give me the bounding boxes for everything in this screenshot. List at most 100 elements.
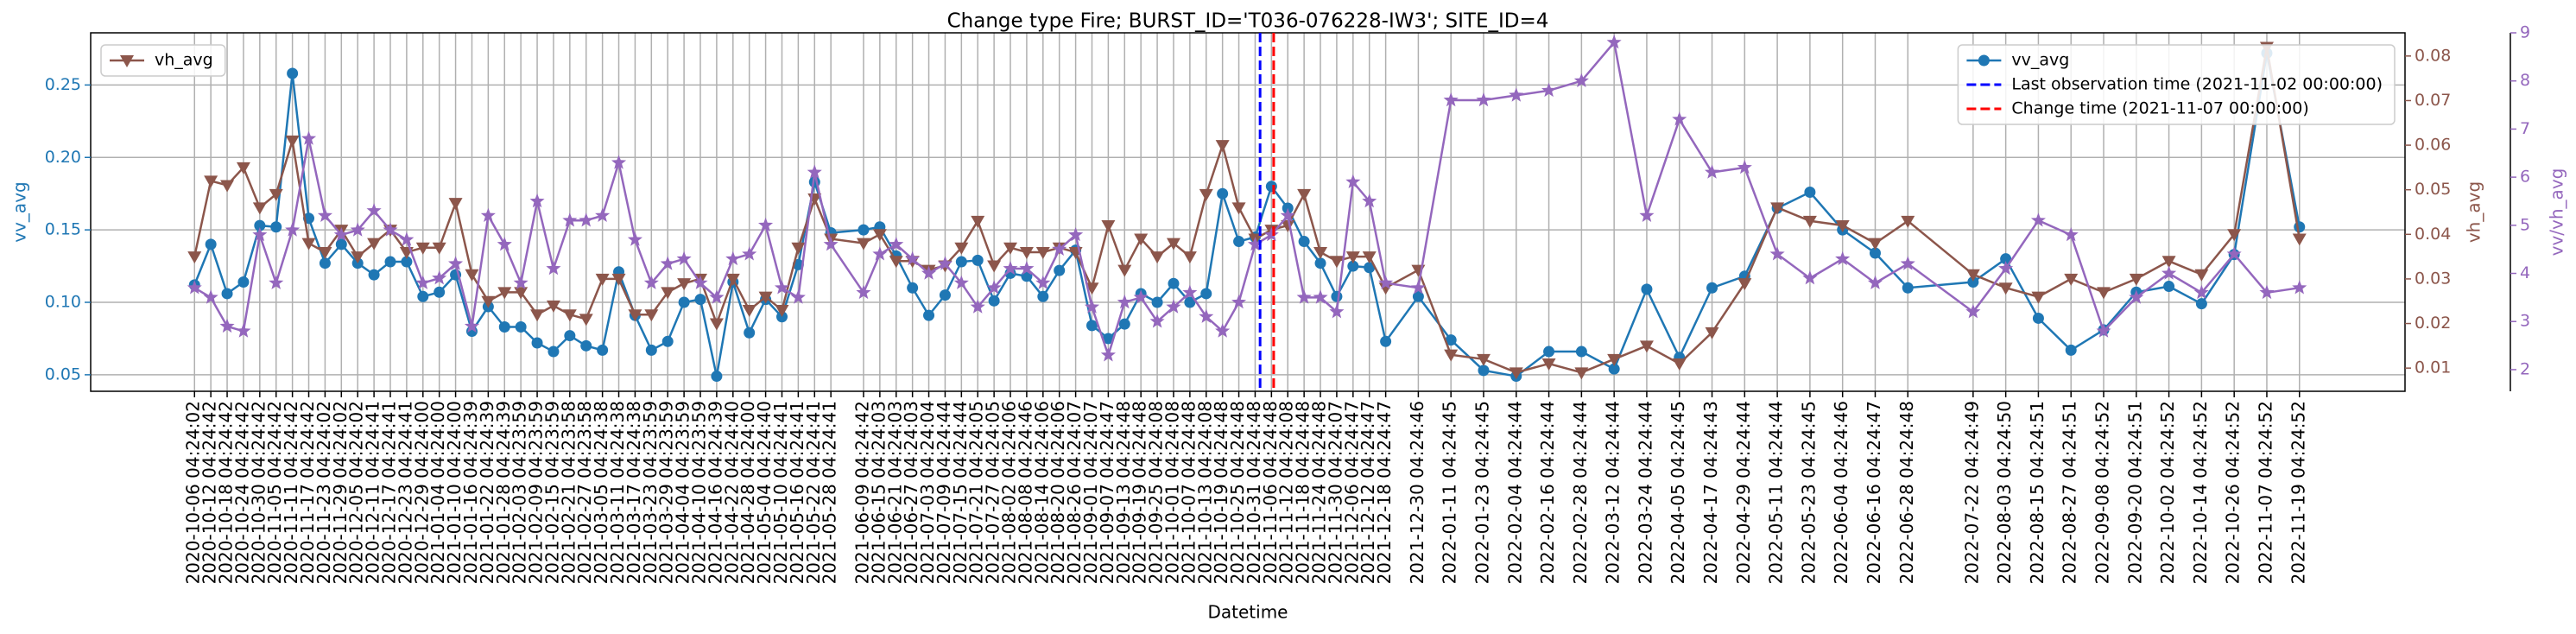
point (287, 67, 299, 79)
point (1541, 82, 1557, 98)
point (791, 242, 806, 255)
point (1003, 261, 1018, 276)
point (564, 330, 576, 342)
x-tick-label: 2021-10-07 04:24:48 (1178, 401, 1199, 584)
point (872, 246, 888, 261)
legend-marker (1978, 54, 1990, 67)
point (318, 246, 332, 259)
point (1965, 269, 1980, 282)
y2-tick-label: 0.05 (2415, 180, 2451, 199)
x-tick-label: 2022-07-22 04:24:49 (1961, 401, 1982, 584)
point (1019, 261, 1035, 276)
point (1444, 349, 1459, 362)
x-tick-label: 2020-11-17 04:24:42 (297, 401, 318, 584)
point (1509, 87, 1524, 102)
point (1476, 353, 1491, 366)
legend-label: vh_avg (155, 51, 213, 70)
point (497, 237, 512, 251)
x-tick-label: 2021-04-10 04:23:59 (689, 401, 710, 584)
y2-tick-label: 0.02 (2415, 314, 2451, 333)
x-tick-label: 2021-01-04 04:24:00 (427, 401, 448, 584)
x-tick-label: 2021-08-14 04:24:06 (1031, 401, 1052, 584)
point (742, 305, 756, 318)
point (464, 318, 479, 333)
x-tick-label: 2021-04-04 04:23:59 (673, 401, 693, 584)
point (1835, 250, 1851, 266)
x-tick-label: 2021-12-06 04:24:47 (1341, 401, 1362, 584)
y3-tick-label: 2 (2520, 359, 2530, 378)
point (1478, 365, 1490, 377)
point (1998, 261, 2014, 276)
point (677, 278, 692, 291)
point (1802, 215, 1817, 228)
point (627, 231, 642, 246)
point (187, 280, 202, 295)
x-tick-label: 2021-08-26 04:24:07 (1064, 401, 1085, 584)
y2-tick-label: 0.04 (2415, 225, 2451, 244)
point (546, 261, 561, 276)
x-tick-label: 2020-12-23 04:24:41 (395, 401, 415, 584)
x-tick-label: 2022-11-19 04:24:52 (2288, 401, 2308, 584)
point (988, 295, 1000, 307)
x-tick-label: 2022-01-23 04:24:45 (1472, 401, 1492, 584)
x-tick-label: 2022-03-12 04:24:44 (1603, 401, 1623, 584)
point (515, 321, 527, 333)
point (1639, 340, 1654, 353)
point (1199, 308, 1214, 323)
x-tick-label: 2021-08-08 04:24:46 (1015, 401, 1035, 584)
x-tick-label: 2021-12-30 04:24:46 (1407, 401, 1427, 584)
point (415, 275, 431, 289)
series-line (193, 53, 2301, 377)
point (970, 299, 985, 314)
point (1509, 367, 1523, 380)
point (333, 227, 349, 242)
x-tick-label: 2021-02-03 04:23:59 (510, 401, 530, 584)
x-tick-label: 2021-10-25 04:24:48 (1227, 401, 1248, 584)
point (1737, 278, 1752, 291)
point (2000, 253, 2012, 265)
point (1100, 347, 1116, 362)
point (219, 318, 235, 333)
point (1443, 92, 1459, 107)
x-tick-label: 2021-01-22 04:24:39 (477, 401, 497, 584)
point (1281, 219, 1295, 232)
point (1445, 334, 1457, 346)
point (2097, 287, 2111, 300)
point (1233, 236, 1245, 248)
point (2096, 323, 2111, 338)
y-tick-label: 0.25 (45, 75, 81, 94)
point (1608, 363, 1620, 375)
point (1641, 283, 1653, 295)
x-tick-label: 2021-09-13 04:24:48 (1113, 401, 1134, 584)
point (971, 215, 985, 228)
point (1902, 282, 1914, 294)
x-tick-label: 2021-06-09 04:24:42 (851, 401, 872, 584)
x-tick-label: 2020-10-24 04:24:42 (231, 401, 252, 584)
point (1166, 299, 1181, 314)
point (562, 212, 578, 227)
x-tick-label: 2020-11-29 04:24:02 (330, 401, 351, 584)
axis-label: vv_avg (9, 181, 30, 242)
point (1151, 296, 1163, 308)
legend-marker (120, 55, 134, 67)
point (790, 289, 806, 304)
point (366, 203, 382, 218)
point (1149, 314, 1165, 328)
x-tick-label: 2021-11-12 04:24:08 (1276, 401, 1297, 584)
point (221, 288, 233, 300)
x-tick-label: 2021-05-04 04:24:40 (754, 401, 775, 584)
point (1706, 282, 1718, 294)
point (595, 273, 610, 286)
point (986, 280, 1002, 295)
x-tick-label: 2021-09-25 04:24:08 (1146, 401, 1167, 584)
point (415, 242, 430, 255)
point (205, 238, 217, 250)
point (694, 294, 706, 306)
point (758, 291, 773, 304)
point (1085, 320, 1098, 332)
x-tick-label: 2022-08-27 04:24:51 (2060, 401, 2080, 584)
point (1364, 262, 1376, 274)
point (1313, 289, 1328, 304)
x-tick-label: 2022-08-15 04:24:51 (2027, 401, 2048, 584)
x-tick-label: 2021-02-27 04:23:58 (574, 401, 595, 584)
